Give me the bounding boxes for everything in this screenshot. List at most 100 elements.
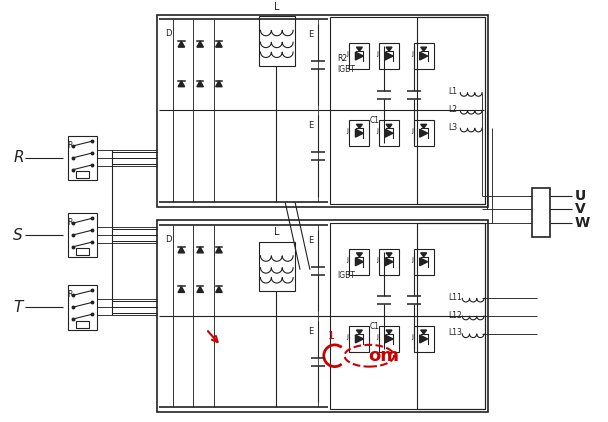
Polygon shape bbox=[421, 253, 427, 257]
Bar bbox=[75, 171, 89, 178]
Polygon shape bbox=[356, 253, 362, 257]
Bar bbox=[67, 213, 97, 257]
Polygon shape bbox=[385, 129, 393, 137]
Polygon shape bbox=[197, 81, 204, 87]
Text: C1: C1 bbox=[369, 322, 379, 331]
Text: IGBT: IGBT bbox=[337, 65, 356, 74]
Polygon shape bbox=[197, 41, 204, 47]
Bar bbox=[258, 16, 295, 66]
Polygon shape bbox=[178, 287, 185, 292]
Text: j: j bbox=[347, 128, 348, 134]
Polygon shape bbox=[216, 247, 222, 253]
Polygon shape bbox=[421, 124, 427, 128]
Bar bbox=[330, 223, 485, 409]
Polygon shape bbox=[216, 81, 222, 87]
Bar bbox=[379, 326, 399, 352]
Text: T: T bbox=[13, 300, 22, 315]
Polygon shape bbox=[356, 129, 364, 137]
Text: C1: C1 bbox=[369, 116, 379, 125]
Polygon shape bbox=[356, 335, 364, 343]
Text: om: om bbox=[368, 347, 399, 365]
Text: L: L bbox=[274, 227, 280, 237]
Polygon shape bbox=[197, 247, 204, 253]
Text: L3: L3 bbox=[449, 123, 458, 132]
Polygon shape bbox=[178, 81, 185, 87]
Text: j: j bbox=[411, 257, 413, 263]
Text: E: E bbox=[308, 236, 313, 245]
Text: L: L bbox=[274, 2, 280, 11]
Bar bbox=[379, 120, 399, 146]
Text: R: R bbox=[67, 290, 73, 299]
Polygon shape bbox=[420, 258, 427, 266]
Text: E: E bbox=[308, 30, 313, 39]
Bar bbox=[414, 120, 434, 146]
Polygon shape bbox=[420, 129, 427, 137]
Bar bbox=[533, 188, 550, 237]
Bar bbox=[350, 249, 369, 275]
Text: j: j bbox=[411, 51, 413, 57]
Text: D: D bbox=[165, 235, 172, 244]
Polygon shape bbox=[421, 330, 427, 334]
Text: D: D bbox=[165, 29, 172, 38]
Text: j: j bbox=[347, 334, 348, 340]
Text: R: R bbox=[67, 218, 73, 227]
Polygon shape bbox=[386, 124, 392, 128]
Text: j: j bbox=[347, 257, 348, 263]
Bar bbox=[416, 17, 485, 204]
Polygon shape bbox=[421, 47, 427, 51]
Polygon shape bbox=[356, 330, 362, 334]
Text: j: j bbox=[411, 128, 413, 134]
Text: R: R bbox=[67, 141, 73, 150]
Text: L13: L13 bbox=[449, 328, 462, 338]
Bar bbox=[350, 43, 369, 69]
Polygon shape bbox=[386, 47, 392, 51]
Polygon shape bbox=[356, 124, 362, 128]
Text: IGBT: IGBT bbox=[337, 271, 356, 280]
Text: L12: L12 bbox=[449, 311, 462, 320]
Polygon shape bbox=[386, 253, 392, 257]
Text: j: j bbox=[376, 128, 378, 134]
Bar bbox=[157, 220, 488, 412]
Text: S: S bbox=[13, 227, 23, 243]
Text: W: W bbox=[575, 216, 590, 230]
Bar bbox=[414, 43, 434, 69]
Polygon shape bbox=[385, 52, 393, 60]
Text: j: j bbox=[411, 334, 413, 340]
Polygon shape bbox=[356, 52, 364, 60]
Bar bbox=[75, 321, 89, 327]
Text: j: j bbox=[376, 257, 378, 263]
Bar bbox=[416, 223, 485, 409]
Bar bbox=[414, 249, 434, 275]
Text: j: j bbox=[347, 51, 348, 57]
Text: E: E bbox=[308, 121, 313, 130]
Text: 1: 1 bbox=[328, 331, 335, 341]
Bar bbox=[75, 249, 89, 255]
Bar bbox=[350, 120, 369, 146]
Text: V: V bbox=[575, 202, 586, 216]
Polygon shape bbox=[178, 41, 185, 47]
Bar bbox=[67, 135, 97, 180]
Text: L11: L11 bbox=[449, 293, 462, 302]
Bar bbox=[258, 242, 295, 292]
Text: L2: L2 bbox=[449, 105, 457, 114]
Bar bbox=[330, 17, 485, 204]
Polygon shape bbox=[216, 41, 222, 47]
Text: R2: R2 bbox=[337, 54, 348, 63]
Text: E: E bbox=[308, 327, 313, 336]
Polygon shape bbox=[356, 258, 364, 266]
Polygon shape bbox=[420, 52, 427, 60]
Polygon shape bbox=[178, 247, 185, 253]
Polygon shape bbox=[356, 47, 362, 51]
Text: L1: L1 bbox=[449, 87, 457, 96]
Bar bbox=[67, 285, 97, 330]
Polygon shape bbox=[386, 330, 392, 334]
Text: R: R bbox=[13, 150, 24, 165]
Polygon shape bbox=[420, 335, 427, 343]
Polygon shape bbox=[197, 287, 204, 292]
Polygon shape bbox=[385, 335, 393, 343]
Bar bbox=[379, 249, 399, 275]
Polygon shape bbox=[216, 287, 222, 292]
Polygon shape bbox=[385, 258, 393, 266]
Text: j: j bbox=[376, 51, 378, 57]
Bar bbox=[350, 326, 369, 352]
